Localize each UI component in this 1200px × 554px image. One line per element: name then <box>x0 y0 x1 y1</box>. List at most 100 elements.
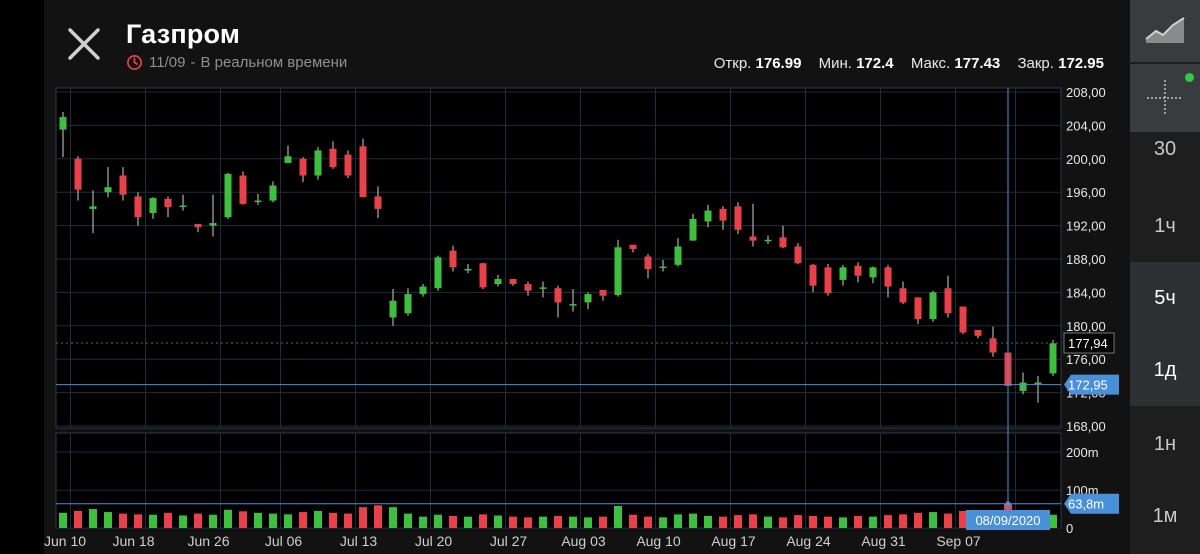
volume-bar <box>674 514 682 528</box>
candle-body <box>1034 382 1042 385</box>
candle-body <box>959 306 967 333</box>
timeframe-5[interactable]: 1м <box>1130 480 1200 552</box>
low-label: Мин. <box>818 55 852 72</box>
candle-body <box>719 208 727 221</box>
volume-tick-label: 0 <box>1066 521 1073 536</box>
candle-body <box>554 288 562 303</box>
x-axis-label: Aug 10 <box>636 533 681 549</box>
volume-bar <box>869 516 877 528</box>
candle-body <box>644 256 652 270</box>
volume-bar <box>644 516 652 528</box>
close-button[interactable] <box>62 22 106 66</box>
close-value: 172.95 <box>1058 55 1104 72</box>
x-axis-label: Aug 03 <box>561 533 606 549</box>
price-tick-label: 192,00 <box>1066 219 1106 234</box>
close-icon <box>68 28 100 60</box>
volume-bar <box>104 512 112 528</box>
volume-bar <box>659 517 667 528</box>
volume-bar <box>284 514 292 528</box>
volume-bar <box>134 514 142 528</box>
timeframe-label: 1н <box>1153 432 1177 455</box>
area-chart-icon <box>1145 17 1185 43</box>
volume-bar <box>779 517 787 528</box>
candle-body <box>59 117 67 130</box>
volume-bar <box>794 515 802 528</box>
volume-bar <box>389 507 397 528</box>
timeframe-0[interactable]: 30 <box>1130 132 1200 172</box>
volume-bar <box>209 514 217 528</box>
timeframe-4[interactable]: 1н <box>1130 408 1200 480</box>
candle-body <box>164 198 172 208</box>
x-axis-label: Jun 10 <box>44 533 86 549</box>
candle-body <box>869 267 877 278</box>
crosshair-date-box <box>966 510 1050 530</box>
volume-bar <box>449 515 457 528</box>
volume-bar <box>689 513 697 528</box>
volume-tick-label: 200m <box>1066 445 1099 460</box>
x-axis-label: Jul 13 <box>340 533 378 549</box>
live-status-dot <box>1185 73 1194 82</box>
timeframe-label: 1ч <box>1154 214 1176 237</box>
volume-bar <box>569 516 577 528</box>
candle-body <box>914 297 922 320</box>
chart-type-button[interactable] <box>1130 0 1200 62</box>
crosshair-volume-label: 63,8m <box>1068 497 1104 512</box>
candle-body <box>359 146 367 198</box>
high-label: Макс. <box>910 55 951 72</box>
last-price-label: 177,94 <box>1068 336 1108 351</box>
volume-bar <box>269 513 277 528</box>
x-axis-label: Aug 17 <box>711 533 756 549</box>
x-axis-label: Jul 27 <box>490 533 528 549</box>
crosshair-volume-box <box>1064 493 1119 514</box>
realtime-label: В реальном времени <box>200 54 348 71</box>
volume-bar <box>749 514 757 528</box>
volume-bar <box>314 510 322 528</box>
volume-bar <box>89 509 97 528</box>
candle-body <box>584 294 592 303</box>
volume-bar <box>479 514 487 528</box>
x-axis-label: Aug 31 <box>861 533 906 549</box>
candle-body <box>464 269 472 271</box>
volume-bar <box>854 515 862 528</box>
price-tick-label: 184,00 <box>1066 285 1106 300</box>
candlestick-chart[interactable]: 208,00 204,00 200,00 196,00 192,00 188,00 184,… <box>44 0 1130 554</box>
candle-body <box>629 244 637 249</box>
volume-bar <box>914 512 922 528</box>
candle-body <box>209 223 217 226</box>
timeframe-3[interactable]: 1д <box>1130 334 1200 406</box>
timeframe-2[interactable]: 5ч <box>1130 262 1200 334</box>
volume-bar <box>194 513 202 528</box>
x-axis-label: Jun 18 <box>112 533 154 549</box>
crosshair-icon <box>1147 80 1183 116</box>
volume-bar <box>374 505 382 528</box>
candle-body <box>674 246 682 265</box>
candle-body <box>284 156 292 163</box>
candle-body <box>764 239 772 242</box>
volume-bar <box>239 511 247 528</box>
candle-body <box>569 304 577 306</box>
candle-body <box>854 265 862 276</box>
candle-body <box>134 196 142 218</box>
candle-body <box>74 158 82 190</box>
volume-bar <box>554 515 562 528</box>
candle-body <box>299 158 307 176</box>
timeframe-1[interactable]: 1ч <box>1130 190 1200 262</box>
candle-body <box>419 286 427 295</box>
volume-bar <box>734 515 742 528</box>
timeframe-label: 1д <box>1153 358 1177 381</box>
candle-body <box>659 266 667 269</box>
price-tick-label: 200,00 <box>1066 152 1106 167</box>
candle-body <box>254 200 262 203</box>
volume-bar <box>929 512 937 528</box>
candle-body <box>434 257 442 289</box>
volume-bar <box>809 515 817 528</box>
candle-body <box>119 175 127 195</box>
volume-bar <box>824 516 832 528</box>
timeframe-label: 30 <box>1153 138 1177 160</box>
volume-bar <box>434 514 442 528</box>
candle-body <box>1049 343 1057 374</box>
candle-body <box>329 148 337 168</box>
volume-bar <box>299 512 307 528</box>
volume-bar <box>629 514 637 528</box>
